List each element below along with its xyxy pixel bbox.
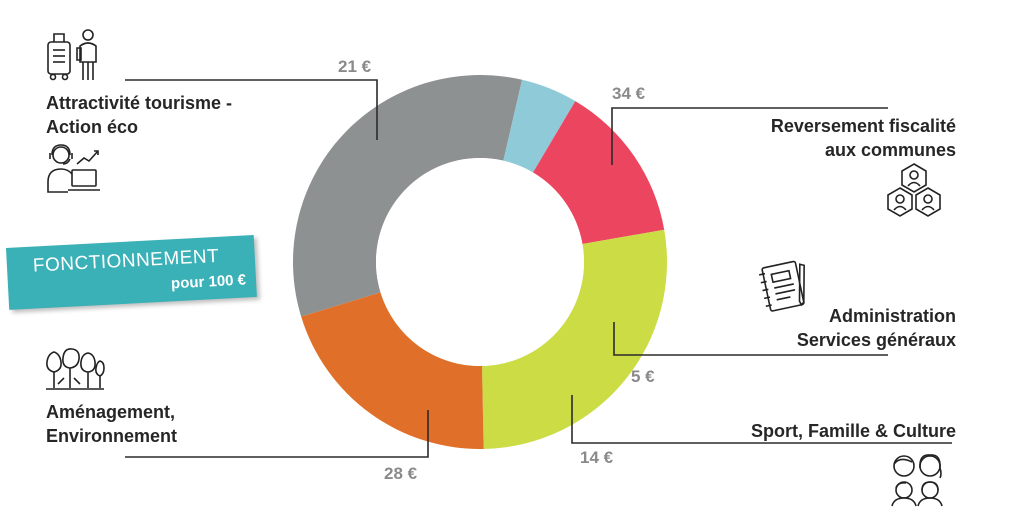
donut-slice-3 xyxy=(482,229,667,449)
donut-slice-2 xyxy=(533,101,665,245)
label-line: Attractivité tourisme - xyxy=(46,93,233,113)
value-label-administration: 5 € xyxy=(631,367,655,386)
family-icon xyxy=(891,454,943,507)
label-line: Reversement fiscalité xyxy=(770,116,956,136)
label-line: Administration xyxy=(828,306,956,326)
category-label-amenagement: Aménagement, Environnement xyxy=(46,400,177,448)
donut-slice-4 xyxy=(301,292,484,450)
leader-line-sport xyxy=(571,395,952,444)
label-line: Services généraux xyxy=(796,330,956,350)
donut-slice-1 xyxy=(503,79,576,173)
leader-line-fiscalite xyxy=(611,107,888,165)
value-label-sport: 14 € xyxy=(580,448,614,467)
value-label-amenagement: 28 € xyxy=(384,464,418,483)
fonctionnement-badge: FONCTIONNEMENT pour 100 € xyxy=(6,235,257,310)
leader-line-administration xyxy=(613,322,888,356)
label-line: Action éco xyxy=(46,117,139,137)
call-center-growth-icon xyxy=(47,144,100,193)
category-label-administration: Administration Services généraux xyxy=(797,304,956,352)
community-people-icon xyxy=(887,163,941,217)
leader-line-amenagement xyxy=(125,410,429,458)
category-label-sport: Sport, Famille & Culture xyxy=(751,419,956,443)
label-line: Aménagement, xyxy=(46,402,176,422)
value-label-fiscalite: 34 € xyxy=(612,84,646,103)
luggage-traveler-icon xyxy=(47,29,97,81)
category-label-fiscalite: Reversement fiscalité aux communes xyxy=(771,114,956,162)
trees-icon xyxy=(46,348,105,390)
donut-slice-0 xyxy=(293,75,523,317)
label-line: aux communes xyxy=(824,140,956,160)
label-line: Sport, Famille & Culture xyxy=(750,421,956,441)
label-line: Environnement xyxy=(46,426,178,446)
leader-line-tourisme xyxy=(125,79,378,140)
value-label-tourisme: 21 € xyxy=(338,57,372,76)
donut-hole xyxy=(376,158,584,366)
notebook-icon xyxy=(758,260,805,312)
category-label-tourisme: Attractivité tourisme - Action éco xyxy=(46,91,232,139)
